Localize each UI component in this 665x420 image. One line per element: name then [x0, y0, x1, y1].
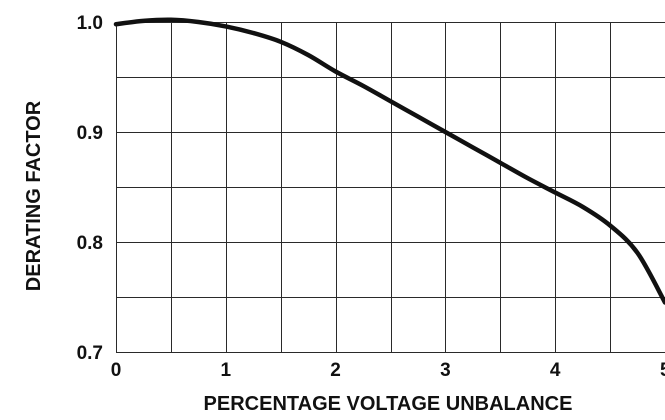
y-tick-label: 0.7	[77, 343, 103, 364]
y-tick-label: 1.0	[77, 13, 103, 34]
series-layer	[113, 17, 665, 305]
x-tick-label: 0	[111, 360, 122, 381]
grid	[116, 22, 665, 353]
x-axis-title: PERCENTAGE VOLTAGE UNBALANCE	[204, 393, 573, 415]
x-tick-label: 3	[440, 360, 451, 381]
y-tick-labels: 0.7 0.8 0.9 1.0	[77, 13, 103, 364]
y-tick-label: 0.8	[77, 233, 103, 254]
x-tick-label: 5	[660, 360, 665, 381]
x-tick-label: 2	[330, 360, 341, 381]
x-tick-labels: 0 1 2 3 4 5	[111, 360, 665, 381]
x-tick-label: 4	[550, 360, 561, 381]
y-tick-label: 0.9	[77, 123, 103, 144]
x-tick-label: 1	[221, 360, 232, 381]
y-axis-title: DERATING FACTOR	[23, 100, 45, 291]
series-line-0	[113, 17, 665, 305]
